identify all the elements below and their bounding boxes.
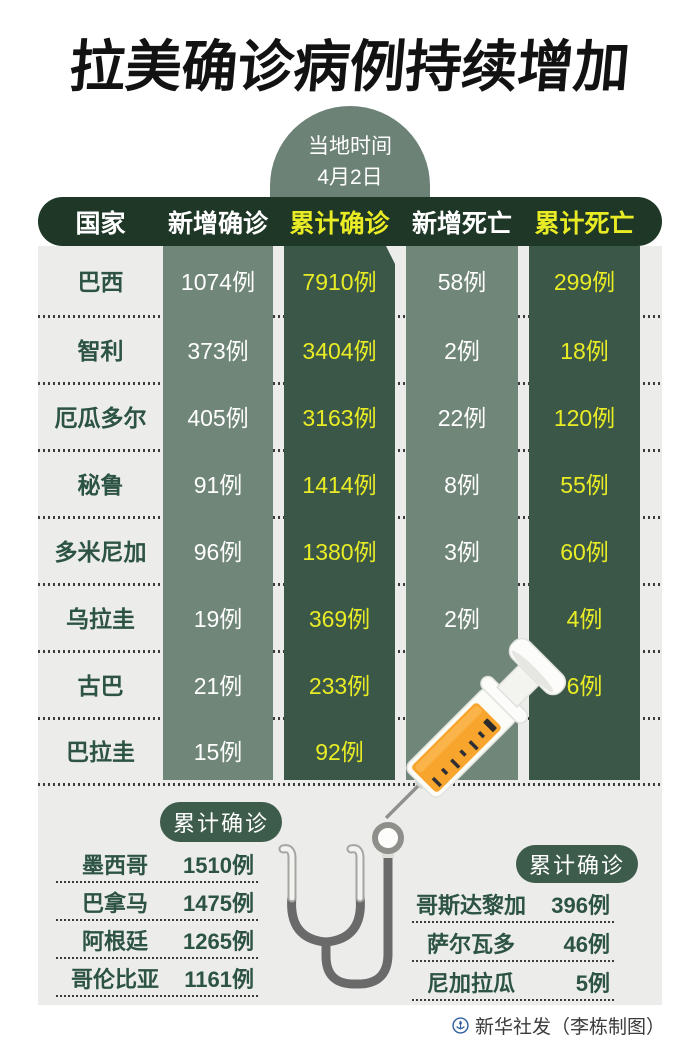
list-item-value: 5例 xyxy=(575,970,610,996)
list-item: 哥斯达黎加 396例 xyxy=(412,884,614,923)
column-band-new-confirmed xyxy=(163,246,273,780)
list-item-value: 1510例 xyxy=(183,853,254,878)
right-panel-label-pill: 累计确诊 xyxy=(516,845,638,883)
row-country: 厄瓜多尔 xyxy=(54,404,147,431)
credit-text: 新华社发（李栋制图） xyxy=(475,1017,666,1038)
row-new-confirmed: 1074例 xyxy=(180,269,256,295)
list-item-value: 46例 xyxy=(563,931,610,957)
row-country: 多米尼加 xyxy=(54,538,147,565)
date-badge: 当地时间 4月2日 xyxy=(270,106,430,201)
row-total-confirmed: 1380例 xyxy=(302,538,377,565)
row-country: 古巴 xyxy=(77,672,124,699)
date-badge-line2: 4月2日 xyxy=(317,165,383,189)
list-item-value: 1161例 xyxy=(184,967,254,992)
row-new-deaths: 3例 xyxy=(444,538,480,565)
list-item-value: 1475例 xyxy=(183,891,254,916)
column-band-total-confirmed xyxy=(284,246,395,780)
row-new-confirmed: 405例 xyxy=(187,404,249,431)
left-panel-label: 累计确诊 xyxy=(172,811,269,836)
row-country: 乌拉圭 xyxy=(66,605,135,632)
list-item-name: 哥伦比亚 xyxy=(70,967,159,992)
table-row: 古巴 21例 233例 6例 xyxy=(38,650,662,717)
list-item: 萨尔瓦多 46例 xyxy=(412,923,614,962)
row-country: 巴拉圭 xyxy=(66,739,135,765)
list-item-name: 巴拿马 xyxy=(81,891,148,916)
row-total-confirmed: 92例 xyxy=(315,739,364,765)
list-item-name: 墨西哥 xyxy=(81,853,148,878)
table-row: 乌拉圭 19例 369例 2例 4例 xyxy=(38,583,662,650)
header-cell-total-confirmed: 累计确诊 xyxy=(289,209,390,238)
row-new-confirmed: 21例 xyxy=(193,672,243,699)
column-corner-notch xyxy=(386,246,395,264)
row-country: 巴西 xyxy=(77,269,124,295)
right-panel-label: 累计确诊 xyxy=(528,853,625,878)
row-total-confirmed: 233例 xyxy=(308,672,371,699)
row-total-deaths: 6例 xyxy=(566,672,603,699)
list-item: 哥伦比亚 1161例 xyxy=(56,959,258,997)
date-badge-line1: 当地时间 xyxy=(308,135,392,159)
stethoscope-icon xyxy=(262,818,422,1008)
row-total-confirmed: 3404例 xyxy=(302,337,377,364)
row-total-confirmed: 369例 xyxy=(308,605,371,632)
row-new-confirmed: 19例 xyxy=(193,605,243,632)
table-row: 巴拉圭 15例 92例 xyxy=(38,717,662,783)
list-item: 巴拿马 1475例 xyxy=(56,883,258,921)
row-new-deaths: 2例 xyxy=(444,605,480,632)
list-item: 尼加拉瓜 5例 xyxy=(412,962,614,1001)
right-panel-list: 哥斯达黎加 396例 萨尔瓦多 46例 尼加拉瓜 5例 xyxy=(412,884,614,1001)
xinhua-logo-icon xyxy=(452,1017,469,1034)
header-cell-country: 国家 xyxy=(75,209,126,238)
row-new-confirmed: 373例 xyxy=(187,337,249,364)
syringe-icon xyxy=(353,625,579,851)
left-panel-list: 墨西哥 1510例 巴拿马 1475例 阿根廷 1265例 哥伦比亚 1161例 xyxy=(56,845,258,997)
table-header-bar: 国家 新增确诊 累计确诊 新增死亡 累计死亡 xyxy=(38,197,662,246)
row-total-deaths: 60例 xyxy=(560,538,609,565)
list-item-name: 哥斯达黎加 xyxy=(415,892,526,918)
page-title: 拉美确诊病例持续增加 xyxy=(66,35,633,98)
row-new-deaths: 8例 xyxy=(444,471,480,498)
row-country: 秘鲁 xyxy=(77,471,124,498)
list-item: 阿根廷 1265例 xyxy=(56,921,258,959)
row-new-deaths: 58例 xyxy=(437,269,487,295)
list-item-name: 萨尔瓦多 xyxy=(426,931,515,957)
row-new-deaths: 22例 xyxy=(437,404,487,431)
row-new-confirmed: 15例 xyxy=(193,739,243,765)
table-row: 秘鲁 91例 1414例 8例 55例 xyxy=(38,449,662,516)
row-total-deaths: 4例 xyxy=(566,605,603,632)
list-item-name: 尼加拉瓜 xyxy=(426,970,515,996)
header-cell-new-confirmed: 新增确诊 xyxy=(167,209,268,238)
row-new-deaths: 2例 xyxy=(444,337,480,364)
row-separator xyxy=(38,783,662,786)
table-row: 厄瓜多尔 405例 3163例 22例 120例 xyxy=(38,382,662,449)
row-total-deaths: 299例 xyxy=(553,269,616,295)
header-cell-new-deaths: 新增死亡 xyxy=(411,209,512,238)
row-total-deaths: 55例 xyxy=(560,471,609,498)
header-cell-total-deaths: 累计死亡 xyxy=(534,209,635,238)
list-item-value: 396例 xyxy=(551,892,610,918)
list-item-name: 阿根廷 xyxy=(81,929,148,954)
row-total-deaths: 18例 xyxy=(560,337,609,364)
table-row: 多米尼加 96例 1380例 3例 60例 xyxy=(38,516,662,583)
row-new-confirmed: 91例 xyxy=(193,471,243,498)
table-row: 智利 373例 3404例 2例 18例 xyxy=(38,315,662,382)
table-row: 巴西 1074例 7910例 58例 299例 xyxy=(38,245,662,315)
list-item-value: 1265例 xyxy=(183,929,254,954)
row-total-deaths: 120例 xyxy=(553,404,616,431)
row-total-confirmed: 7910例 xyxy=(302,269,377,295)
row-total-confirmed: 1414例 xyxy=(302,471,377,498)
left-panel-label-pill: 累计确诊 xyxy=(160,802,282,842)
list-item: 墨西哥 1510例 xyxy=(56,845,258,883)
footer-credit: 新华社发（李栋制图） xyxy=(452,1012,665,1039)
row-total-confirmed: 3163例 xyxy=(302,404,377,431)
row-new-confirmed: 96例 xyxy=(193,538,243,565)
row-country: 智利 xyxy=(77,337,124,364)
